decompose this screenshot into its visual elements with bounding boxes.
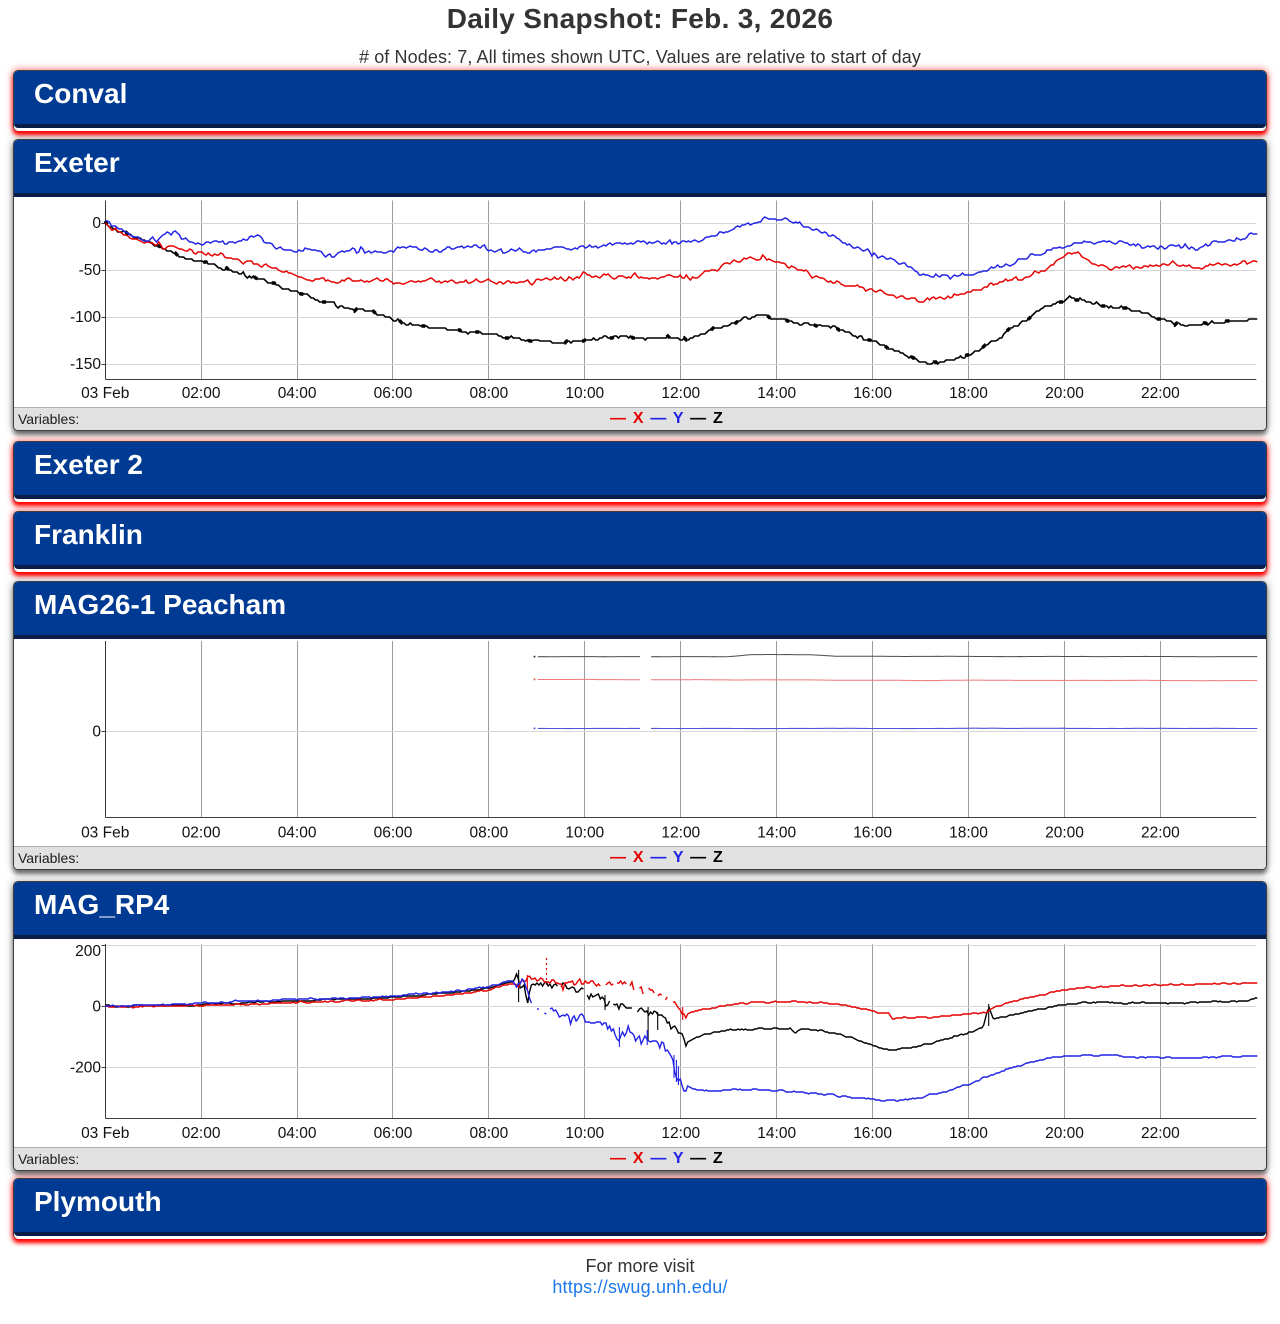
svg-text:-50: -50 bbox=[79, 262, 102, 279]
svg-text:22:00: 22:00 bbox=[1141, 1125, 1180, 1142]
svg-text:14:00: 14:00 bbox=[757, 1125, 796, 1142]
svg-text:08:00: 08:00 bbox=[470, 385, 509, 402]
svg-text:02:00: 02:00 bbox=[182, 385, 221, 402]
svg-text:10:00: 10:00 bbox=[565, 385, 604, 402]
svg-text:06:00: 06:00 bbox=[374, 1125, 413, 1142]
svg-text:03 Feb: 03 Feb bbox=[81, 825, 129, 842]
svg-text:12:00: 12:00 bbox=[661, 825, 700, 842]
svg-text:03 Feb: 03 Feb bbox=[81, 385, 129, 402]
svg-text:20:00: 20:00 bbox=[1045, 1125, 1084, 1142]
svg-text:02:00: 02:00 bbox=[182, 825, 221, 842]
svg-text:-200: -200 bbox=[70, 1060, 101, 1077]
svg-text:20:00: 20:00 bbox=[1045, 825, 1084, 842]
svg-text:14:00: 14:00 bbox=[757, 825, 796, 842]
svg-text:18:00: 18:00 bbox=[949, 1125, 988, 1142]
svg-text:20:00: 20:00 bbox=[1045, 385, 1084, 402]
svg-text:03 Feb: 03 Feb bbox=[81, 1125, 129, 1142]
svg-text:10:00: 10:00 bbox=[565, 1125, 604, 1142]
svg-text:-150: -150 bbox=[70, 356, 101, 373]
svg-text:16:00: 16:00 bbox=[853, 385, 892, 402]
svg-text:06:00: 06:00 bbox=[374, 385, 413, 402]
svg-text:06:00: 06:00 bbox=[374, 825, 413, 842]
svg-text:08:00: 08:00 bbox=[470, 1125, 509, 1142]
svg-text:200: 200 bbox=[75, 943, 101, 960]
svg-text:08:00: 08:00 bbox=[470, 825, 509, 842]
svg-text:18:00: 18:00 bbox=[949, 825, 988, 842]
svg-text:0: 0 bbox=[92, 999, 101, 1016]
svg-text:04:00: 04:00 bbox=[278, 1125, 317, 1142]
svg-text:0: 0 bbox=[92, 724, 101, 741]
svg-text:02:00: 02:00 bbox=[182, 1125, 221, 1142]
svg-text:-100: -100 bbox=[70, 309, 101, 326]
svg-text:18:00: 18:00 bbox=[949, 385, 988, 402]
svg-text:12:00: 12:00 bbox=[661, 1125, 700, 1142]
svg-text:0: 0 bbox=[92, 215, 101, 232]
svg-text:16:00: 16:00 bbox=[853, 825, 892, 842]
svg-text:04:00: 04:00 bbox=[278, 825, 317, 842]
svg-text:14:00: 14:00 bbox=[757, 385, 796, 402]
svg-text:04:00: 04:00 bbox=[278, 385, 317, 402]
svg-text:10:00: 10:00 bbox=[565, 825, 604, 842]
svg-text:16:00: 16:00 bbox=[853, 1125, 892, 1142]
svg-text:22:00: 22:00 bbox=[1141, 385, 1180, 402]
svg-text:22:00: 22:00 bbox=[1141, 825, 1180, 842]
svg-text:12:00: 12:00 bbox=[661, 385, 700, 402]
